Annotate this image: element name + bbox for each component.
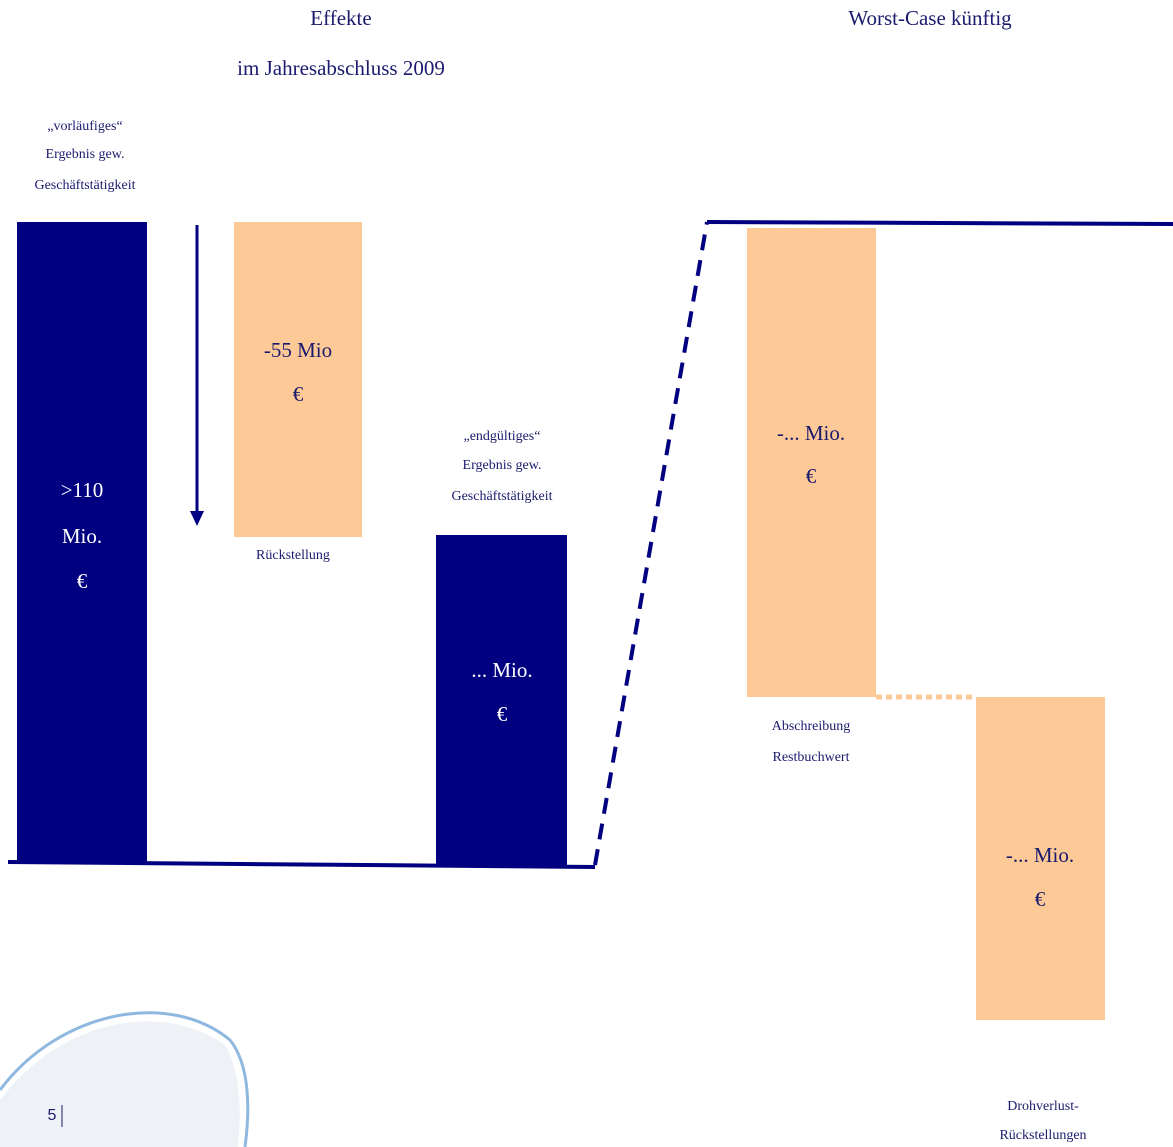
decor-fill bbox=[0, 1021, 240, 1147]
decor-curve bbox=[0, 1011, 250, 1147]
value-label: ... Mio. bbox=[471, 658, 532, 682]
value-label: >110 bbox=[61, 478, 104, 502]
caption: Geschäftstätigkeit bbox=[34, 178, 135, 193]
caption: Geschäftstätigkeit bbox=[451, 489, 552, 504]
value-label: € bbox=[77, 569, 88, 593]
title: Effekte bbox=[310, 6, 371, 30]
caption: Rückstellung bbox=[256, 548, 330, 563]
caption: Ergebnis gew. bbox=[46, 147, 125, 162]
bar-final bbox=[436, 535, 567, 865]
caption: Drohverlust- bbox=[1007, 1099, 1079, 1114]
title: im Jahresabschluss 2009 bbox=[237, 56, 445, 80]
dashed-connector bbox=[593, 221, 709, 866]
value-label: -... Mio. bbox=[777, 421, 845, 445]
caption: Ergebnis gew. bbox=[463, 458, 542, 473]
value-label: -55 Mio bbox=[264, 338, 332, 362]
value-label: € bbox=[1035, 887, 1046, 911]
value-label: € bbox=[497, 702, 508, 726]
arrow-head bbox=[190, 511, 204, 526]
bar-onerous bbox=[976, 697, 1105, 1020]
caption: „vorläufiges“ bbox=[47, 119, 122, 134]
value-label: € bbox=[806, 464, 817, 488]
baseline bbox=[7, 860, 596, 869]
caption: Abschreibung bbox=[772, 719, 851, 734]
page-number: 5 bbox=[48, 1107, 57, 1124]
value-label: -... Mio. bbox=[1006, 843, 1074, 867]
title: Worst-Case künftig bbox=[848, 6, 1012, 30]
bar-provision bbox=[234, 222, 362, 537]
caption: Rückstellungen bbox=[999, 1128, 1086, 1143]
bar-preliminary bbox=[17, 222, 147, 862]
top-line bbox=[706, 220, 1173, 226]
caption: Restbuchwert bbox=[773, 750, 850, 765]
value-label: € bbox=[293, 382, 304, 406]
value-label: Mio. bbox=[62, 524, 102, 548]
bar-writeoff bbox=[747, 228, 876, 697]
caption: „endgültiges“ bbox=[464, 429, 541, 444]
